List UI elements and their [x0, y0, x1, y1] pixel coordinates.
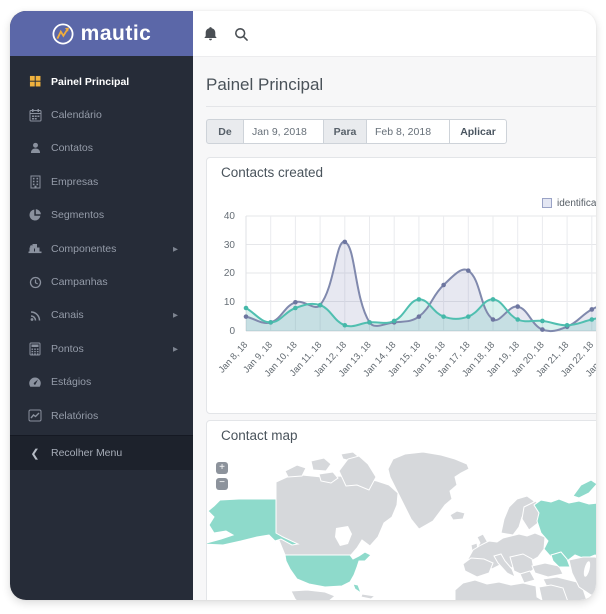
svg-text:0: 0 — [229, 326, 235, 337]
svg-text:10: 10 — [224, 297, 236, 308]
svg-text:40: 40 — [224, 211, 236, 222]
svg-text:30: 30 — [224, 240, 236, 251]
svg-text:20: 20 — [224, 268, 236, 279]
